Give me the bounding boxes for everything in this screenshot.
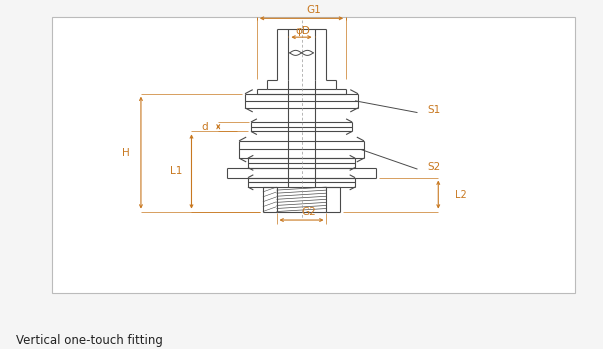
Text: L2: L2 xyxy=(455,190,467,200)
Text: L1: L1 xyxy=(171,166,183,177)
Text: Vertical one-touch fitting: Vertical one-touch fitting xyxy=(16,334,163,347)
Text: G1: G1 xyxy=(306,6,321,15)
Text: G2: G2 xyxy=(302,207,316,217)
Text: S2: S2 xyxy=(428,162,441,172)
Text: S1: S1 xyxy=(428,105,441,115)
Text: H: H xyxy=(122,148,130,158)
FancyBboxPatch shape xyxy=(52,17,575,293)
Text: d: d xyxy=(202,122,209,132)
Text: φD: φD xyxy=(296,26,311,36)
